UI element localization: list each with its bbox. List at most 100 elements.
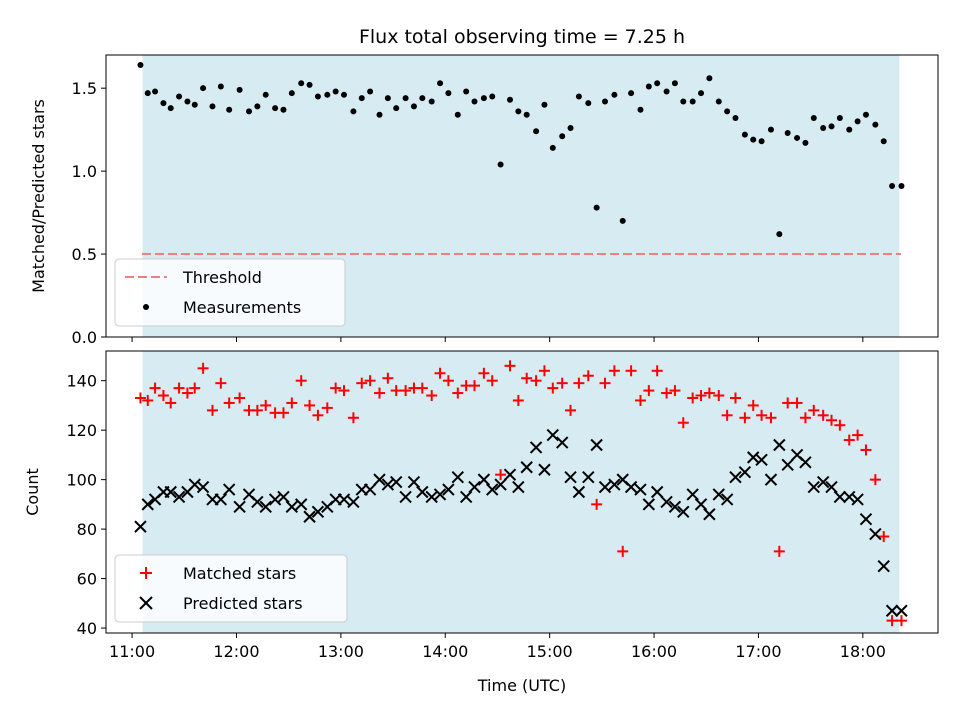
- predicted-star-point: [799, 456, 812, 469]
- predicted-star-point: [268, 493, 282, 506]
- top-panel-frame: [105, 54, 939, 338]
- predicted-star-point: [816, 475, 830, 489]
- matched-star-point: [173, 382, 185, 394]
- measurement-points: [137, 61, 905, 238]
- matched-star-point: [538, 365, 550, 377]
- predicted-star-point: [347, 495, 360, 509]
- matched-star-point: [215, 377, 227, 389]
- measurement-point: [419, 95, 426, 102]
- predicted-star-point: [851, 493, 864, 506]
- measurement-point: [758, 138, 765, 145]
- bottom-y-tick-label: 140: [66, 372, 97, 391]
- predicted-star-point: [555, 436, 569, 449]
- matched-star-point: [521, 372, 533, 384]
- measurement-point: [559, 133, 566, 140]
- matched-star-point: [452, 387, 464, 399]
- matched-star-point: [364, 375, 376, 387]
- predicted-star-point: [285, 500, 299, 514]
- matched-star-point: [556, 377, 568, 389]
- measurement-point: [200, 85, 207, 92]
- measurement-point: [836, 115, 843, 122]
- measurement-point: [393, 105, 400, 112]
- predicted-star-point: [624, 480, 638, 494]
- measurement-point: [254, 103, 261, 110]
- measurement-point: [689, 98, 696, 105]
- matched-star-point: [643, 385, 655, 397]
- matched-star-point: [330, 382, 342, 394]
- legend-predicted-label: Predicted stars: [183, 594, 303, 613]
- measurement-point: [298, 80, 305, 87]
- matched-star-point: [869, 474, 881, 486]
- measurement-point: [471, 98, 478, 105]
- matched-star-point: [260, 399, 272, 411]
- matched-star-point: [157, 390, 169, 402]
- matched-star-point: [895, 615, 907, 627]
- measurement-point: [480, 95, 487, 102]
- predicted-star-point: [425, 490, 438, 504]
- matched-star-point: [134, 392, 146, 404]
- legend-matched-label: Matched stars: [183, 564, 296, 583]
- measurement-point: [332, 88, 339, 95]
- predicted-star-point: [468, 480, 481, 494]
- measurement-point: [854, 118, 861, 125]
- bottom-y-tick-label: 40: [77, 619, 97, 638]
- predicted-star-point: [459, 490, 473, 504]
- matched-star-point: [573, 377, 585, 389]
- matched-star-point: [251, 404, 263, 416]
- matched-star-point: [661, 387, 673, 399]
- measurement-point: [767, 126, 774, 133]
- measurement-point: [750, 136, 757, 143]
- matched-star-point: [599, 377, 611, 389]
- matched-star-point: [582, 370, 594, 382]
- predicted-star-point: [694, 498, 708, 511]
- matched-star-point: [286, 397, 298, 409]
- top-y-tick-label: 1.0: [72, 162, 97, 181]
- matched-star-point: [799, 412, 811, 424]
- measurement-point: [445, 90, 452, 97]
- predicted-star-point: [538, 463, 551, 476]
- top-panel: 0.0 0.5 1.0 1.5 Matched/Predicted stars Thr…: [29, 54, 939, 347]
- matched-star-point: [234, 392, 246, 404]
- measurement-point: [358, 95, 365, 102]
- matched-star-point: [713, 390, 725, 402]
- top-legend-box: [114, 258, 346, 327]
- predicted-star-point: [172, 490, 186, 504]
- predicted-star-point: [311, 505, 325, 518]
- predicted-star-point: [222, 483, 236, 496]
- predicted-star-point: [859, 513, 873, 526]
- predicted-star-point: [164, 485, 177, 499]
- predicted-star-point: [433, 488, 447, 501]
- predicted-star-point: [755, 453, 768, 467]
- predicted-star-point: [546, 428, 560, 442]
- predicted-star-point: [773, 438, 786, 452]
- predicted-star-point: [486, 483, 499, 496]
- predicted-star-point: [337, 493, 351, 506]
- bottom-x-tick-label: 16:00: [631, 642, 677, 661]
- predicted-star-point: [582, 470, 595, 484]
- predicted-star-point: [564, 470, 577, 484]
- predicted-star-point: [895, 604, 908, 617]
- measurement-point: [601, 98, 608, 105]
- measurement-point: [671, 80, 678, 87]
- measurement-point: [541, 101, 548, 108]
- measurement-point: [680, 98, 687, 105]
- matched-star-point: [782, 397, 794, 409]
- measurement-point: [628, 90, 635, 97]
- measurement-point: [880, 138, 887, 145]
- predicted-star-point: [590, 438, 603, 452]
- matched-star-point: [765, 412, 777, 424]
- measurement-point: [272, 105, 279, 112]
- predicted-star-point: [843, 490, 856, 504]
- matched-star-point: [721, 409, 733, 421]
- matched-star-point: [634, 394, 646, 406]
- predicted-star-point: [738, 466, 752, 479]
- matched-star-point: [149, 382, 161, 394]
- measurement-point: [619, 217, 626, 224]
- matched-star-point: [400, 385, 412, 397]
- matched-star-point: [304, 399, 316, 411]
- measurement-point: [567, 124, 574, 131]
- measurement-point: [889, 183, 896, 190]
- measurement-point: [350, 108, 357, 115]
- measurement-point: [306, 81, 313, 88]
- matched-star-point: [295, 375, 307, 387]
